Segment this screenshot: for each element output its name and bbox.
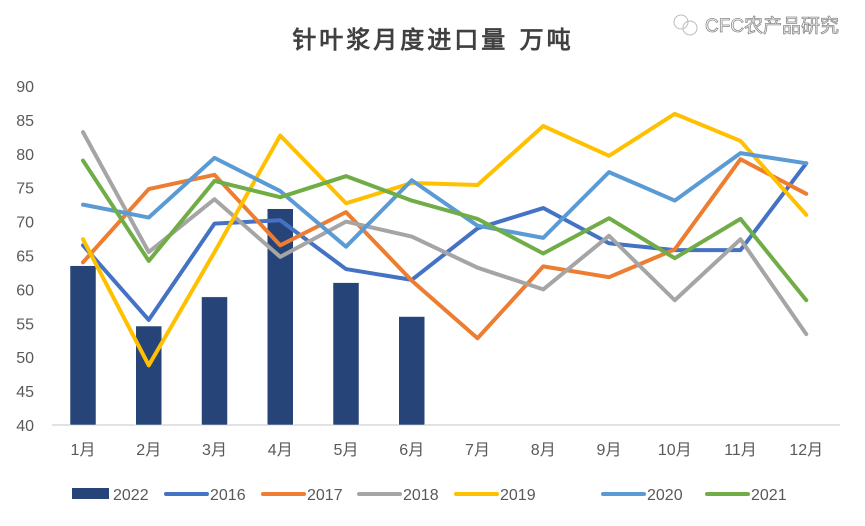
x-tick-label: 2月 bbox=[136, 442, 161, 459]
x-tick-label: 9月 bbox=[597, 442, 622, 459]
line-2018 bbox=[81, 130, 809, 337]
bars bbox=[69, 208, 425, 426]
line-2021 bbox=[81, 158, 809, 303]
watermark: CFC农产品研究 bbox=[673, 14, 839, 37]
bar-2022 bbox=[135, 325, 162, 426]
chart-title: 针叶浆月度进口量 万吨 bbox=[292, 25, 573, 54]
y-tick-label: 90 bbox=[16, 79, 34, 96]
y-tick-label: 50 bbox=[16, 350, 34, 367]
y-tick-label: 60 bbox=[16, 282, 34, 299]
bar-2022 bbox=[332, 282, 360, 426]
legend-label-2020: 2020 bbox=[647, 487, 683, 504]
line-2020 bbox=[81, 151, 809, 249]
legend-swatch-2022 bbox=[72, 488, 109, 499]
legend: 2022 2016 2017 2018 2019 2020 2021 bbox=[72, 487, 787, 504]
legend-label-2022: 2022 bbox=[113, 487, 149, 504]
line-2016 bbox=[81, 161, 809, 322]
line-2017 bbox=[81, 157, 809, 341]
legend-label-2017: 2017 bbox=[307, 487, 343, 504]
bar-2022 bbox=[398, 316, 425, 426]
legend-label-2019: 2019 bbox=[500, 487, 536, 504]
x-tick-label: 5月 bbox=[334, 442, 359, 459]
legend-label-2016: 2016 bbox=[210, 487, 246, 504]
x-tick-label: 12月 bbox=[789, 442, 823, 459]
y-axis: 40 45 50 55 60 65 70 75 80 85 90 bbox=[16, 79, 34, 435]
x-axis: 1月 2月 3月 4月 5月 6月 7月 8月 9月 10月 11月 12月 bbox=[52, 424, 840, 459]
x-tick-label: 10月 bbox=[658, 442, 692, 459]
y-tick-label: 40 bbox=[16, 418, 34, 435]
y-tick-label: 75 bbox=[16, 181, 34, 198]
bar-2022 bbox=[201, 296, 228, 426]
lines bbox=[81, 111, 809, 368]
x-tick-label: 6月 bbox=[399, 442, 424, 459]
x-tick-label: 11月 bbox=[724, 442, 757, 459]
y-tick-label: 80 bbox=[16, 147, 34, 164]
y-tick-label: 85 bbox=[16, 113, 34, 130]
legend-label-2021: 2021 bbox=[751, 487, 787, 504]
x-tick-label: 7月 bbox=[465, 442, 490, 459]
x-tick-label: 1月 bbox=[71, 442, 96, 459]
legend-label-2018: 2018 bbox=[403, 487, 439, 504]
y-tick-label: 70 bbox=[16, 215, 34, 232]
x-tick-label: 3月 bbox=[202, 442, 227, 459]
bar-2022 bbox=[69, 265, 97, 426]
y-tick-label: 45 bbox=[16, 384, 34, 401]
x-tick-label: 4月 bbox=[268, 442, 293, 459]
y-tick-label: 55 bbox=[16, 316, 34, 333]
x-tick-label: 8月 bbox=[531, 442, 556, 459]
y-tick-label: 65 bbox=[16, 249, 34, 266]
line-2019 bbox=[81, 111, 809, 368]
watermark-text: CFC农产品研究 bbox=[705, 15, 839, 37]
